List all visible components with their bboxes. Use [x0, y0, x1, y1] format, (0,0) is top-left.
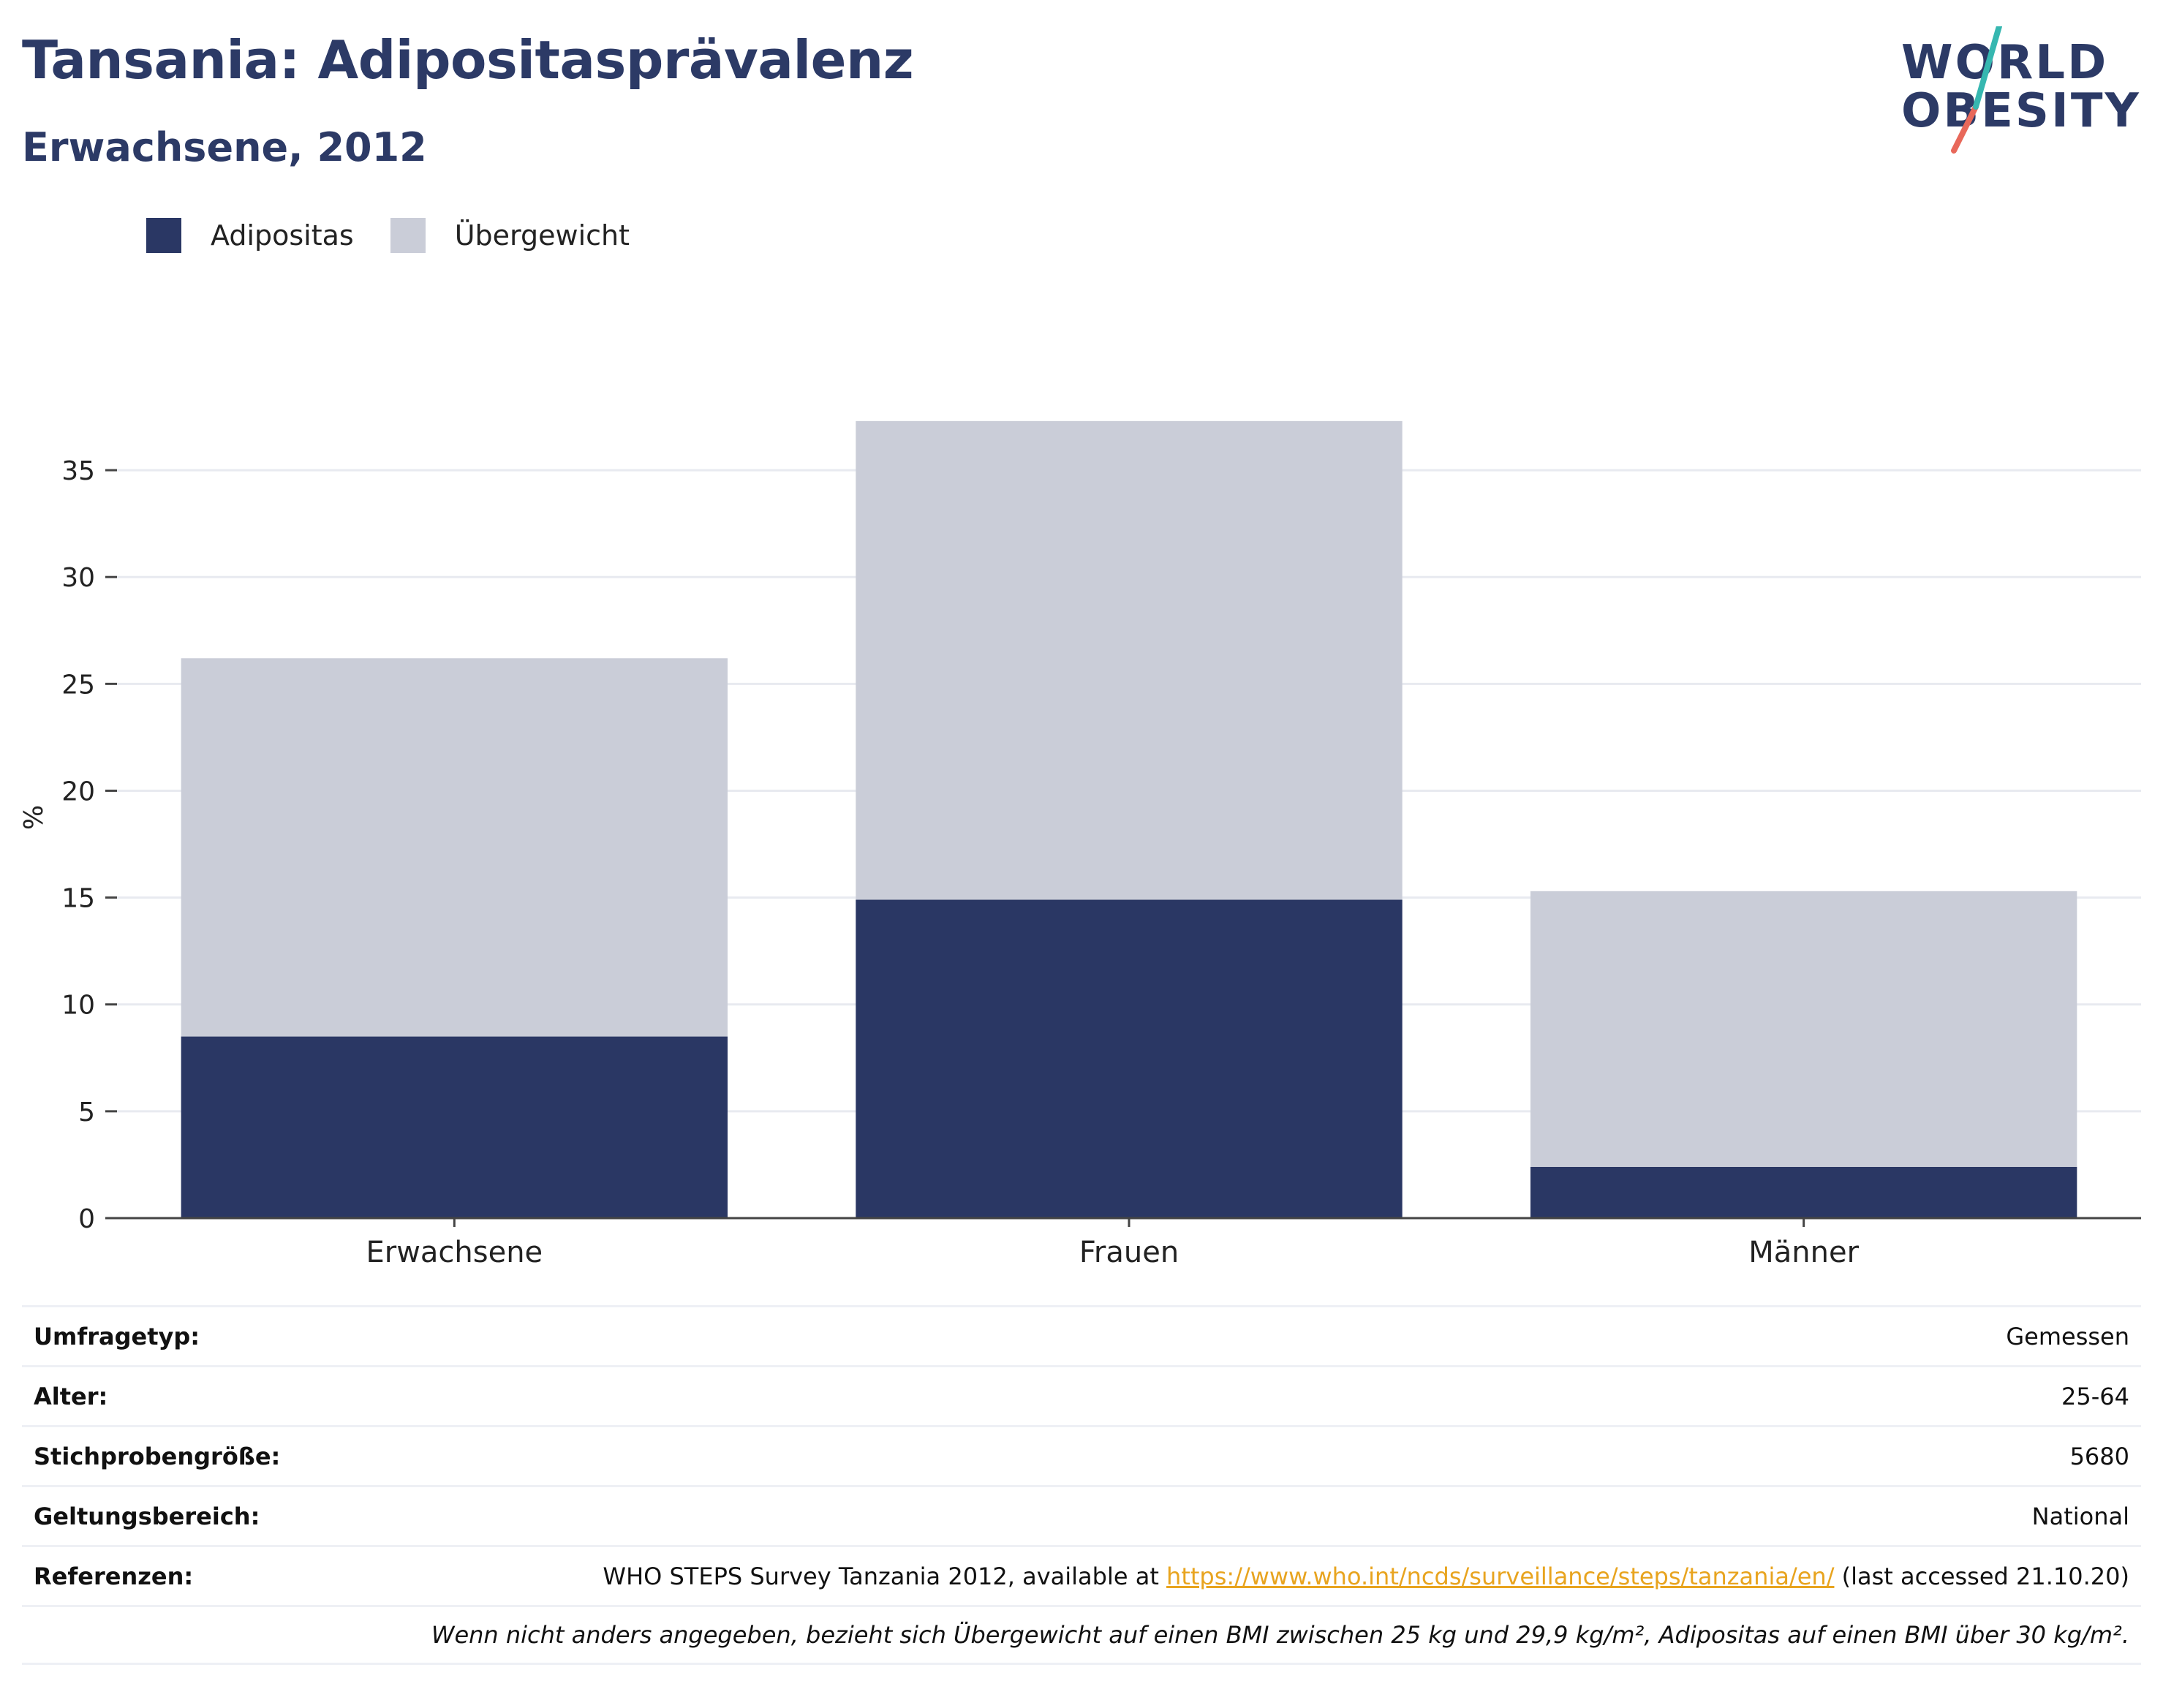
info-row-references: Referenzen: WHO STEPS Survey Tanzania 20… — [22, 1545, 2141, 1605]
bar-obesity-männer[interactable] — [1530, 1166, 2077, 1218]
info-value: 5680 — [2069, 1442, 2129, 1470]
reference-prefix: WHO STEPS Survey Tanzania 2012, availabl… — [603, 1562, 1167, 1590]
y-tick-label: 5 — [78, 1097, 95, 1127]
page-title: Tansania: Adipositasprävalenz — [22, 29, 914, 91]
world-obesity-logo: WORLD OBESITY — [1900, 26, 2141, 154]
page-subtitle: Erwachsene, 2012 — [22, 124, 427, 170]
chart-legend: Adipositas Übergewicht — [146, 218, 666, 253]
y-axis-ticks: 0 5 10 15 20 25 30 35 — [61, 456, 117, 1234]
legend-swatch-obesity — [146, 218, 181, 253]
reference-link[interactable]: https://www.who.int/ncds/surveillance/st… — [1166, 1562, 1835, 1590]
bar-overweight-männer[interactable] — [1530, 891, 2077, 1167]
logo-text-line2: OBESITY — [1901, 84, 2141, 138]
y-tick-label: 15 — [61, 884, 95, 914]
stacked-bar-chart: 0 5 10 15 20 25 30 35 Erwachsene Frauen Männer % — [19, 420, 2141, 1269]
y-tick-label: 25 — [61, 670, 95, 700]
y-tick-label: 20 — [61, 776, 95, 806]
info-value: National — [2031, 1502, 2129, 1530]
bar-obesity-erwachsene[interactable] — [181, 1036, 728, 1218]
info-row-sample-size: Stichprobengröße: 5680 — [22, 1425, 2141, 1485]
legend-item-obesity[interactable]: Adipositas — [146, 218, 354, 253]
x-tick-label: Erwachsene — [366, 1236, 543, 1269]
info-key: Referenzen: — [34, 1562, 194, 1590]
y-tick-label: 0 — [78, 1204, 95, 1234]
info-value: 25-64 — [2061, 1382, 2129, 1410]
info-row-survey-type: Umfragetyp: Gemessen — [22, 1305, 2141, 1365]
info-value: WHO STEPS Survey Tanzania 2012, availabl… — [603, 1562, 2129, 1590]
chart-bars — [181, 420, 2077, 1218]
y-axis-label: % — [19, 805, 49, 830]
legend-item-overweight[interactable]: Übergewicht — [390, 218, 630, 253]
bar-obesity-frauen[interactable] — [856, 899, 1403, 1218]
y-tick-label: 30 — [61, 563, 95, 593]
legend-swatch-overweight — [390, 218, 426, 253]
x-tick-label: Männer — [1748, 1236, 1859, 1269]
info-row-age: Alter: 25-64 — [22, 1365, 2141, 1425]
y-tick-label: 35 — [61, 456, 95, 486]
y-tick-label: 10 — [61, 991, 95, 1021]
logo-slash-icon — [1951, 26, 2002, 154]
legend-label-overweight: Übergewicht — [454, 219, 630, 252]
logo-text-line1: WORLD — [1901, 36, 2109, 90]
info-key: Geltungsbereich: — [34, 1502, 260, 1530]
info-row-note: Wenn nicht anders angegeben, bezieht sic… — [22, 1605, 2141, 1665]
x-tick-label: Frauen — [1079, 1236, 1179, 1269]
reference-suffix: (last accessed 21.10.20) — [1834, 1562, 2129, 1590]
x-axis-labels: Erwachsene Frauen Männer — [117, 1217, 2141, 1269]
bar-overweight-frauen[interactable] — [856, 420, 1403, 900]
info-row-scope: Geltungsbereich: National — [22, 1485, 2141, 1545]
definition-note: Wenn nicht anders angegeben, bezieht sic… — [431, 1621, 2129, 1649]
info-key: Stichprobengröße: — [34, 1442, 281, 1470]
survey-info-table: Umfragetyp: Gemessen Alter: 25-64 Stichp… — [22, 1305, 2141, 1665]
info-value: Gemessen — [2006, 1322, 2129, 1350]
info-key: Umfragetyp: — [34, 1322, 200, 1350]
legend-label-obesity: Adipositas — [211, 219, 354, 252]
info-key: Alter: — [34, 1382, 108, 1410]
bar-overweight-erwachsene[interactable] — [181, 658, 728, 1037]
